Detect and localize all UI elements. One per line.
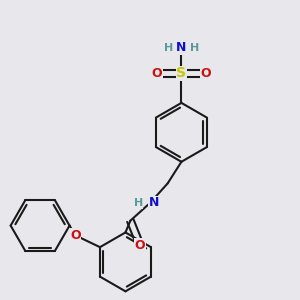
Text: O: O [201,67,211,80]
Text: H: H [190,43,199,53]
Text: O: O [135,239,146,252]
Text: O: O [70,229,81,242]
Text: H: H [134,198,143,208]
Text: O: O [152,67,162,80]
Text: N: N [176,41,187,54]
Text: H: H [164,43,173,53]
Text: N: N [149,196,159,209]
Text: S: S [176,66,186,80]
